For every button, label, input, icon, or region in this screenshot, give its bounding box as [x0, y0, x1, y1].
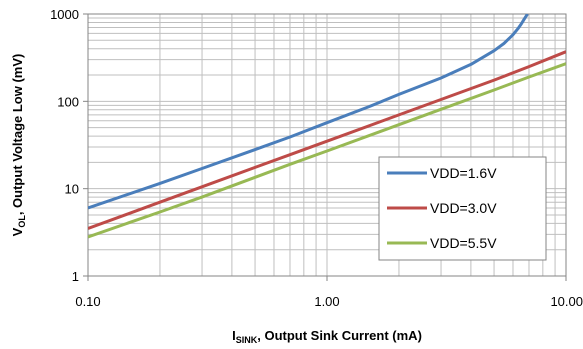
y-tick-label: 1000: [50, 7, 79, 22]
x-axis-label: ISINK, Output Sink Current (mA): [232, 328, 422, 345]
x-axis-label-sub: SINK: [236, 335, 258, 345]
y-axis-label-rest: , Output Voltage Low (mV): [10, 54, 25, 216]
x-tick-label: 1.00: [314, 294, 339, 309]
series-line-1: [88, 14, 529, 210]
y-axis-label-sub: OL: [17, 215, 27, 228]
legend: VDD=1.6V VDD=3.0V VDD=5.5V: [378, 156, 547, 261]
y-axis-label-main: V: [10, 227, 25, 236]
y-tick-label: 100: [57, 94, 79, 109]
series-lines: [88, 14, 566, 239]
y-tick-labels: 1 10 100 1000: [50, 7, 88, 284]
y-tick-label: 1: [72, 269, 79, 284]
x-axis-label-rest: , Output Sink Current (mA): [257, 328, 422, 343]
series-line-2: [88, 50, 566, 230]
x-axis-label-main: I: [232, 328, 236, 343]
series-line-3: [88, 62, 566, 239]
y-tick-label: 10: [65, 182, 79, 197]
x-tick-label: 0.10: [75, 294, 100, 309]
x-tick-labels: 0.10 1.00 10.00: [75, 276, 583, 309]
legend-label-1: VDD=1.6V: [430, 165, 497, 181]
legend-label-3: VDD=5.5V: [430, 235, 497, 251]
y-axis-label: VOL, Output Voltage Low (mV): [10, 54, 27, 237]
legend-label-2: VDD=3.0V: [430, 200, 497, 216]
x-tick-label: 10.00: [550, 294, 583, 309]
